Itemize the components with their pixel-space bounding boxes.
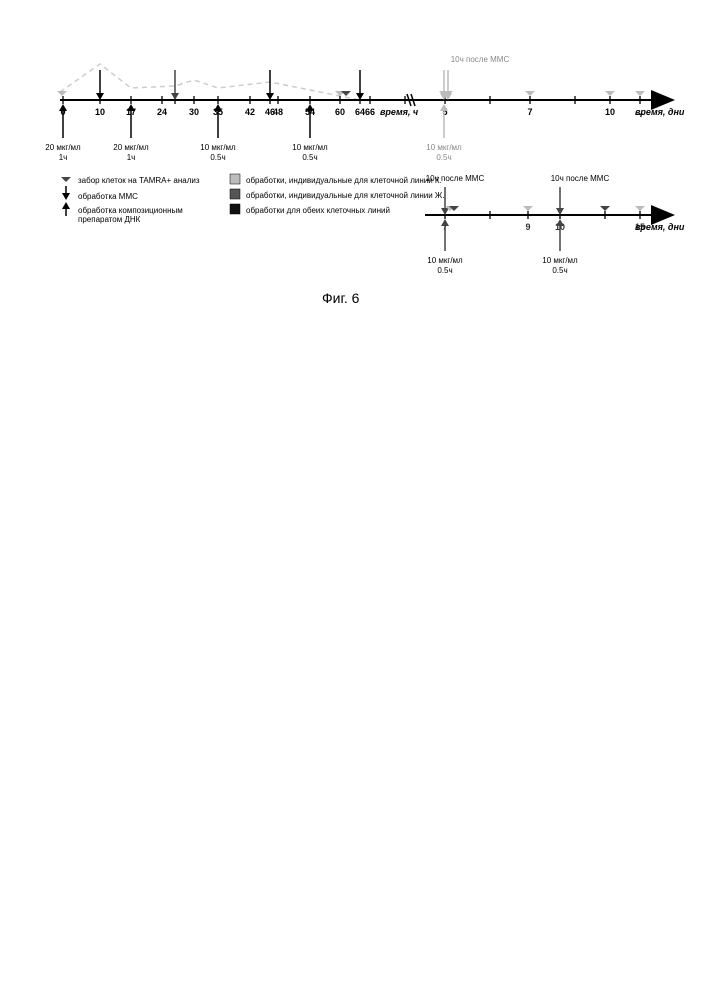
dashed-curve [60, 64, 360, 100]
svg-text:обработки, индивидуальные для: обработки, индивидуальные для клеточной … [246, 191, 445, 200]
triangle-marker [523, 206, 533, 211]
triangle-marker [57, 91, 67, 96]
figure-label: Фиг. 6 [322, 290, 359, 306]
tick-label: 60 [335, 107, 345, 117]
svg-text:0.5ч: 0.5ч [437, 266, 452, 275]
svg-text:время, ч: время, ч [380, 107, 419, 117]
triangle-marker [525, 91, 535, 96]
svg-text:0.5ч: 0.5ч [436, 153, 451, 162]
svg-text:1ч: 1ч [127, 153, 136, 162]
svg-text:забор клеток на TAMRA+ анализ: забор клеток на TAMRA+ анализ [78, 176, 200, 185]
svg-text:10 мкг/мл: 10 мкг/мл [292, 143, 328, 152]
triangle-marker [61, 177, 71, 182]
svg-text:10 мкг/мл: 10 мкг/мл [200, 143, 236, 152]
tick-label: 42 [245, 107, 255, 117]
svg-text:обработка MMC: обработка MMC [78, 192, 138, 201]
tick-label: 7 [527, 107, 532, 117]
triangle-marker [600, 206, 610, 211]
svg-text:препаратом ДНК: препаратом ДНК [78, 215, 141, 224]
svg-text:1ч: 1ч [59, 153, 68, 162]
tick-label: 30 [189, 107, 199, 117]
svg-text:9: 9 [525, 222, 530, 232]
tick-label: 48 [273, 107, 283, 117]
svg-text:0.5ч: 0.5ч [210, 153, 225, 162]
legend-square [230, 174, 240, 184]
svg-text:0.5ч: 0.5ч [302, 153, 317, 162]
figure-container: 01017243035424648546064665710...время, ч… [0, 0, 707, 1000]
svg-text:время, дни: время, дни [635, 222, 685, 232]
svg-text:обработка композиционным: обработка композиционным [78, 206, 183, 215]
svg-text:20 мкг/мл: 20 мкг/мл [113, 143, 149, 152]
tick-label: 24 [157, 107, 167, 117]
svg-text:10 мкг/мл: 10 мкг/мл [542, 256, 578, 265]
svg-text:10ч после MMC: 10ч после MMC [451, 55, 510, 64]
svg-text:обработки, индивидуальные для: обработки, индивидуальные для клеточной … [246, 176, 442, 185]
tick-label: 10 [95, 107, 105, 117]
triangle-marker [635, 91, 645, 96]
svg-text:обработки для обеих клеточных: обработки для обеих клеточных линий [246, 206, 390, 215]
triangle-marker [605, 91, 615, 96]
svg-text:время, дни: время, дни [635, 107, 685, 117]
timelines-svg: 01017243035424648546064665710...время, ч… [0, 0, 707, 300]
legend-square [230, 204, 240, 214]
svg-text:0.5ч: 0.5ч [552, 266, 567, 275]
tick-label: 64 [355, 107, 365, 117]
legend-square [230, 189, 240, 199]
svg-text:10 мкг/мл: 10 мкг/мл [427, 256, 463, 265]
svg-text:10 мкг/мл: 10 мкг/мл [426, 143, 462, 152]
tick-label: 66 [365, 107, 375, 117]
svg-text:10ч после MMC: 10ч после MMC [551, 174, 610, 183]
svg-text:20 мкг/мл: 20 мкг/мл [45, 143, 81, 152]
triangle-marker [635, 206, 645, 211]
tick-label: 10 [605, 107, 615, 117]
